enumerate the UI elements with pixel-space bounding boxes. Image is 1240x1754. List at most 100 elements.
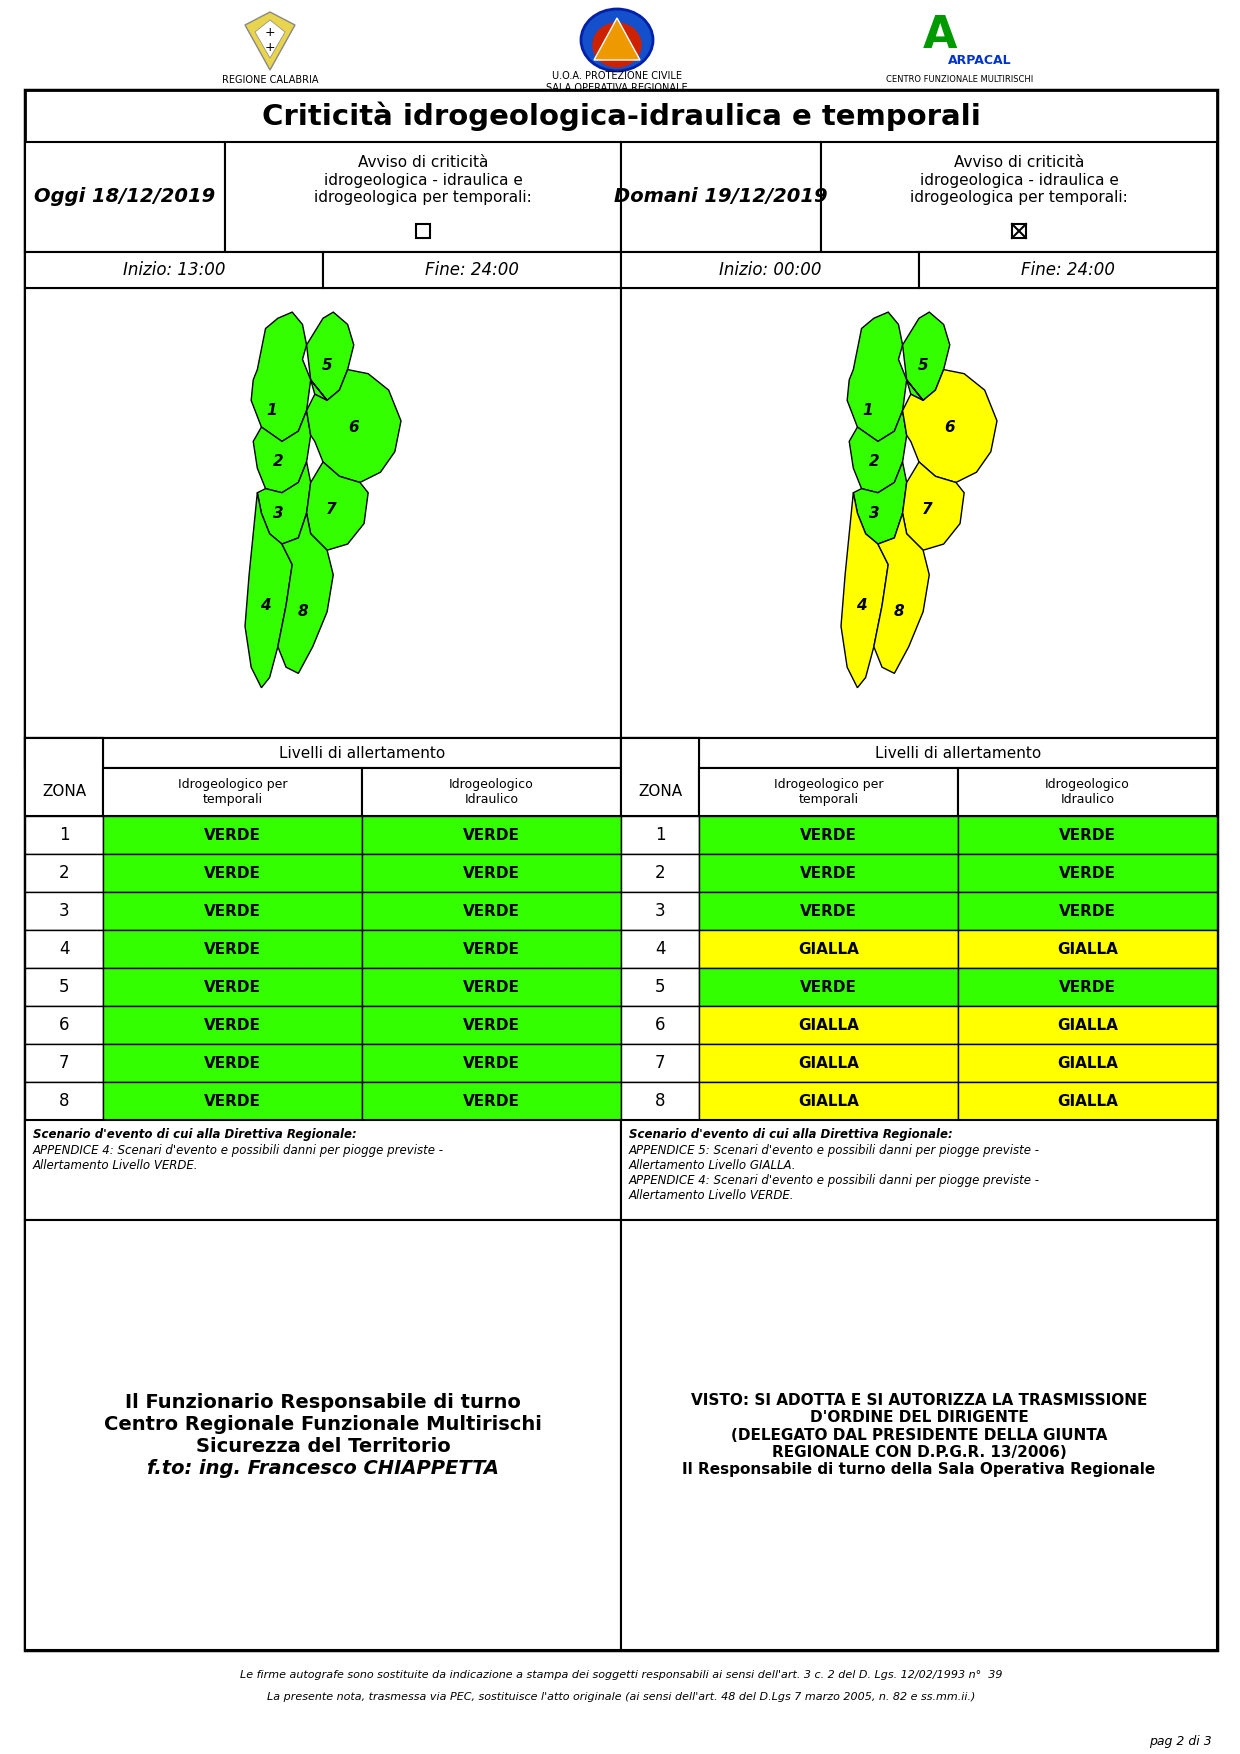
Bar bbox=[621, 253, 919, 288]
Bar bbox=[821, 142, 1216, 253]
Bar bbox=[621, 1221, 1216, 1651]
Text: 4: 4 bbox=[260, 598, 270, 614]
Text: Oggi 18/12/2019: Oggi 18/12/2019 bbox=[35, 188, 216, 207]
Text: VERDE: VERDE bbox=[1059, 828, 1116, 842]
Bar bbox=[415, 225, 430, 239]
Text: GIALLA: GIALLA bbox=[799, 1093, 859, 1109]
Polygon shape bbox=[253, 410, 311, 493]
Text: APPENDICE 5: Scenari d'evento e possibili danni per piogge previste -
Allertamen: APPENDICE 5: Scenari d'evento e possibil… bbox=[629, 1144, 1040, 1201]
Text: CENTRO FUNZIONALE MULTIRISCHI: CENTRO FUNZIONALE MULTIRISCHI bbox=[887, 75, 1034, 84]
Text: f.to: ing. Francesco CHIAPPETTA: f.to: ing. Francesco CHIAPPETTA bbox=[148, 1459, 498, 1479]
Bar bbox=[699, 930, 959, 968]
Text: 1: 1 bbox=[655, 826, 666, 844]
Bar bbox=[322, 253, 621, 288]
Polygon shape bbox=[841, 493, 888, 688]
Text: APPENDICE 4: Scenari d'evento e possibili danni per piogge previste -
Allertamen: APPENDICE 4: Scenari d'evento e possibil… bbox=[33, 1144, 444, 1172]
Bar bbox=[959, 930, 1216, 968]
Bar bbox=[621, 930, 699, 968]
Text: 1: 1 bbox=[58, 826, 69, 844]
Bar bbox=[103, 1007, 362, 1044]
Text: VERDE: VERDE bbox=[463, 1093, 520, 1109]
Text: 4: 4 bbox=[58, 940, 69, 958]
Bar bbox=[959, 1044, 1216, 1082]
Bar bbox=[103, 893, 362, 930]
Text: VERDE: VERDE bbox=[800, 828, 857, 842]
Text: 6: 6 bbox=[58, 1016, 69, 1035]
Text: VERDE: VERDE bbox=[463, 903, 520, 919]
Text: Inizio: 13:00: Inizio: 13:00 bbox=[123, 261, 226, 279]
Bar bbox=[103, 854, 362, 893]
Text: La presente nota, trasmessa via PEC, sostituisce l'atto originale (ai sensi dell: La presente nota, trasmessa via PEC, sos… bbox=[267, 1693, 975, 1701]
Text: GIALLA: GIALLA bbox=[799, 942, 859, 956]
Text: 6: 6 bbox=[348, 419, 360, 435]
Text: Fine: 24:00: Fine: 24:00 bbox=[1021, 261, 1115, 279]
Text: VERDE: VERDE bbox=[1059, 979, 1116, 995]
Bar bbox=[25, 89, 1216, 142]
Bar bbox=[25, 1082, 103, 1121]
Bar bbox=[699, 768, 959, 816]
Text: 5: 5 bbox=[655, 979, 665, 996]
Bar bbox=[25, 288, 621, 738]
Polygon shape bbox=[853, 461, 906, 544]
Text: Livelli di allertamento: Livelli di allertamento bbox=[279, 745, 445, 761]
Bar bbox=[699, 893, 959, 930]
Bar bbox=[362, 1082, 621, 1121]
Bar bbox=[362, 854, 621, 893]
Bar bbox=[959, 768, 1216, 816]
Bar bbox=[362, 1044, 621, 1082]
Bar bbox=[103, 768, 362, 816]
Bar bbox=[25, 738, 103, 816]
Bar bbox=[25, 893, 103, 930]
Text: VERDE: VERDE bbox=[205, 1093, 260, 1109]
Bar bbox=[621, 968, 699, 1007]
Bar bbox=[103, 1044, 362, 1082]
Bar bbox=[699, 968, 959, 1007]
Text: Criticità idrogeologica-idraulica e temporali: Criticità idrogeologica-idraulica e temp… bbox=[262, 102, 981, 132]
Text: 2: 2 bbox=[868, 454, 879, 470]
Text: Idrogeologico per
temporali: Idrogeologico per temporali bbox=[774, 779, 883, 807]
Bar bbox=[621, 893, 699, 930]
Text: VERDE: VERDE bbox=[463, 828, 520, 842]
Bar bbox=[362, 930, 621, 968]
Polygon shape bbox=[255, 19, 285, 58]
Text: U.O.A. PROTEZIONE CIVILE
SALA OPERATIVA REGIONALE: U.O.A. PROTEZIONE CIVILE SALA OPERATIVA … bbox=[546, 72, 688, 93]
Text: 3: 3 bbox=[868, 505, 879, 521]
Text: 8: 8 bbox=[298, 605, 308, 619]
Text: REGIONE CALABRIA: REGIONE CALABRIA bbox=[222, 75, 319, 84]
Bar bbox=[621, 288, 1216, 738]
Text: Domani 19/12/2019: Domani 19/12/2019 bbox=[614, 188, 828, 207]
Text: +
+: + + bbox=[264, 26, 275, 54]
Ellipse shape bbox=[593, 23, 641, 67]
Text: VERDE: VERDE bbox=[205, 865, 260, 881]
Bar bbox=[25, 1221, 621, 1651]
Text: VERDE: VERDE bbox=[205, 903, 260, 919]
Bar bbox=[621, 854, 699, 893]
Text: 7: 7 bbox=[921, 502, 932, 517]
Text: 2: 2 bbox=[655, 865, 666, 882]
Bar bbox=[959, 968, 1216, 1007]
Text: ZONA: ZONA bbox=[637, 784, 682, 800]
Bar bbox=[362, 968, 621, 1007]
Bar bbox=[25, 738, 621, 768]
Polygon shape bbox=[278, 514, 334, 674]
Ellipse shape bbox=[582, 9, 653, 70]
Text: Inizio: 00:00: Inizio: 00:00 bbox=[719, 261, 821, 279]
Bar bbox=[621, 142, 821, 253]
Text: 7: 7 bbox=[58, 1054, 69, 1072]
Text: GIALLA: GIALLA bbox=[1056, 1093, 1118, 1109]
Bar bbox=[224, 142, 621, 253]
Text: Le firme autografe sono sostituite da indicazione a stampa dei soggetti responsa: Le firme autografe sono sostituite da in… bbox=[239, 1670, 1002, 1680]
Polygon shape bbox=[246, 493, 293, 688]
Text: 8: 8 bbox=[655, 1093, 665, 1110]
Text: Sicurezza del Territorio: Sicurezza del Territorio bbox=[196, 1437, 450, 1456]
Text: VERDE: VERDE bbox=[463, 1017, 520, 1033]
Text: VERDE: VERDE bbox=[205, 1056, 260, 1070]
Text: VERDE: VERDE bbox=[205, 828, 260, 842]
Bar bbox=[621, 738, 1216, 768]
Text: VERDE: VERDE bbox=[800, 865, 857, 881]
Text: 5: 5 bbox=[58, 979, 69, 996]
Text: VERDE: VERDE bbox=[205, 1017, 260, 1033]
Text: Livelli di allertamento: Livelli di allertamento bbox=[875, 745, 1042, 761]
Bar bbox=[25, 89, 1216, 1651]
Text: VERDE: VERDE bbox=[205, 942, 260, 956]
